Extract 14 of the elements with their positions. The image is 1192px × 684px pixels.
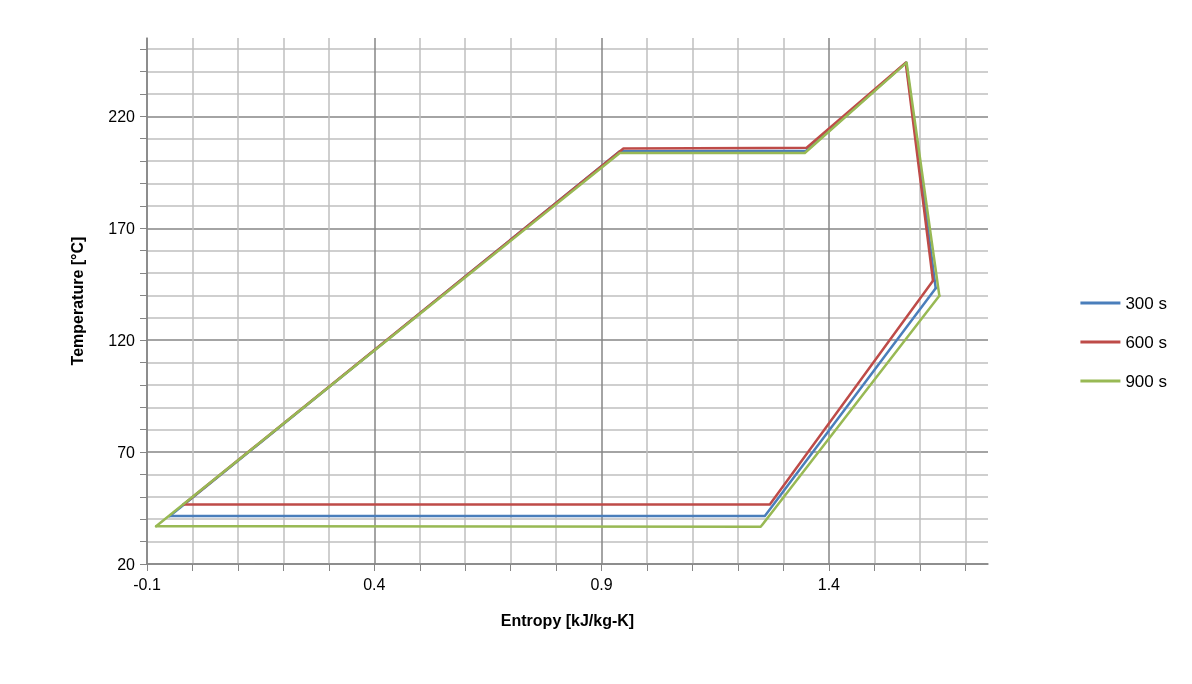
y-tick-label: 70 [117,443,136,461]
x-axis-title: Entropy [kJ/kg-K] [500,611,635,629]
legend-label: 300 s [1125,293,1168,313]
x-tick-label: -0.1 [133,575,161,593]
y-tick-label: 120 [108,331,136,349]
x-tick-label: 0.4 [363,575,386,593]
x-tick-label: 0.9 [590,575,613,593]
legend-label: 900 s [1125,371,1168,391]
x-tick-label: 1.4 [817,575,841,593]
y-tick-label: 220 [108,107,136,125]
y-tick-label: 170 [108,219,136,237]
legend-label: 600 s [1125,332,1168,352]
y-tick-label: 20 [117,555,136,573]
y-axis-title: Temperature [°C] [68,236,86,366]
